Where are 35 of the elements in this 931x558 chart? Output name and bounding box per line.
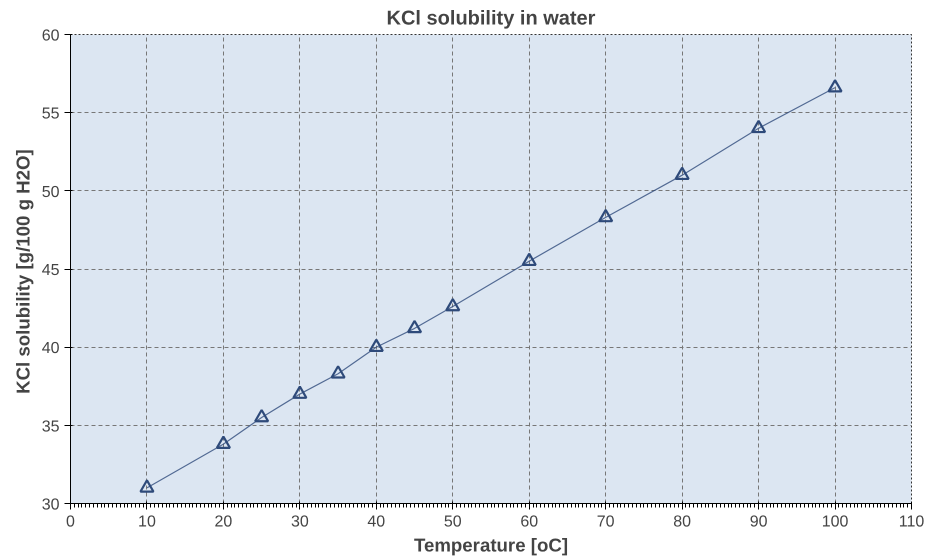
x-tick-label: 90 [750, 514, 768, 530]
point [750, 120, 766, 134]
point [827, 79, 843, 93]
point [445, 298, 460, 312]
x-tick-label: 80 [673, 514, 692, 530]
x-tick-label: 60 [520, 514, 538, 530]
x-tick-label: 20 [214, 514, 232, 530]
x-tick-label: 40 [367, 514, 386, 530]
point [292, 385, 308, 399]
y-tick-label: 55 [42, 106, 60, 123]
point [522, 252, 537, 266]
x-axis-title: Temperature [oC] [414, 534, 568, 556]
point [674, 166, 690, 180]
y-tick-label: 30 [42, 496, 60, 514]
point [139, 479, 155, 493]
y-tick-label: 45 [42, 262, 60, 279]
point [406, 320, 422, 334]
chart-title: KCl solubility in water [386, 8, 596, 30]
x-tick-label: 30 [290, 514, 309, 530]
x-tick-label: 10 [138, 514, 156, 530]
x-tick-label: 100 [822, 514, 848, 530]
y-tick-label: 50 [42, 184, 60, 201]
x-tick-label: 0 [66, 514, 76, 530]
y-axis-title: KCl solubility [g/100 g H2O] [12, 149, 34, 394]
x-tick-label: 70 [596, 514, 615, 530]
point [330, 365, 346, 379]
x-tick-label: 50 [444, 514, 462, 530]
y-tick-label: 35 [42, 418, 60, 436]
y-tick-label: 40 [42, 340, 60, 358]
point [216, 435, 232, 449]
point [254, 408, 270, 422]
point [598, 208, 614, 222]
x-tick-label: 110 [898, 514, 924, 530]
point [368, 338, 384, 352]
y-tick-label: 60 [42, 28, 60, 44]
